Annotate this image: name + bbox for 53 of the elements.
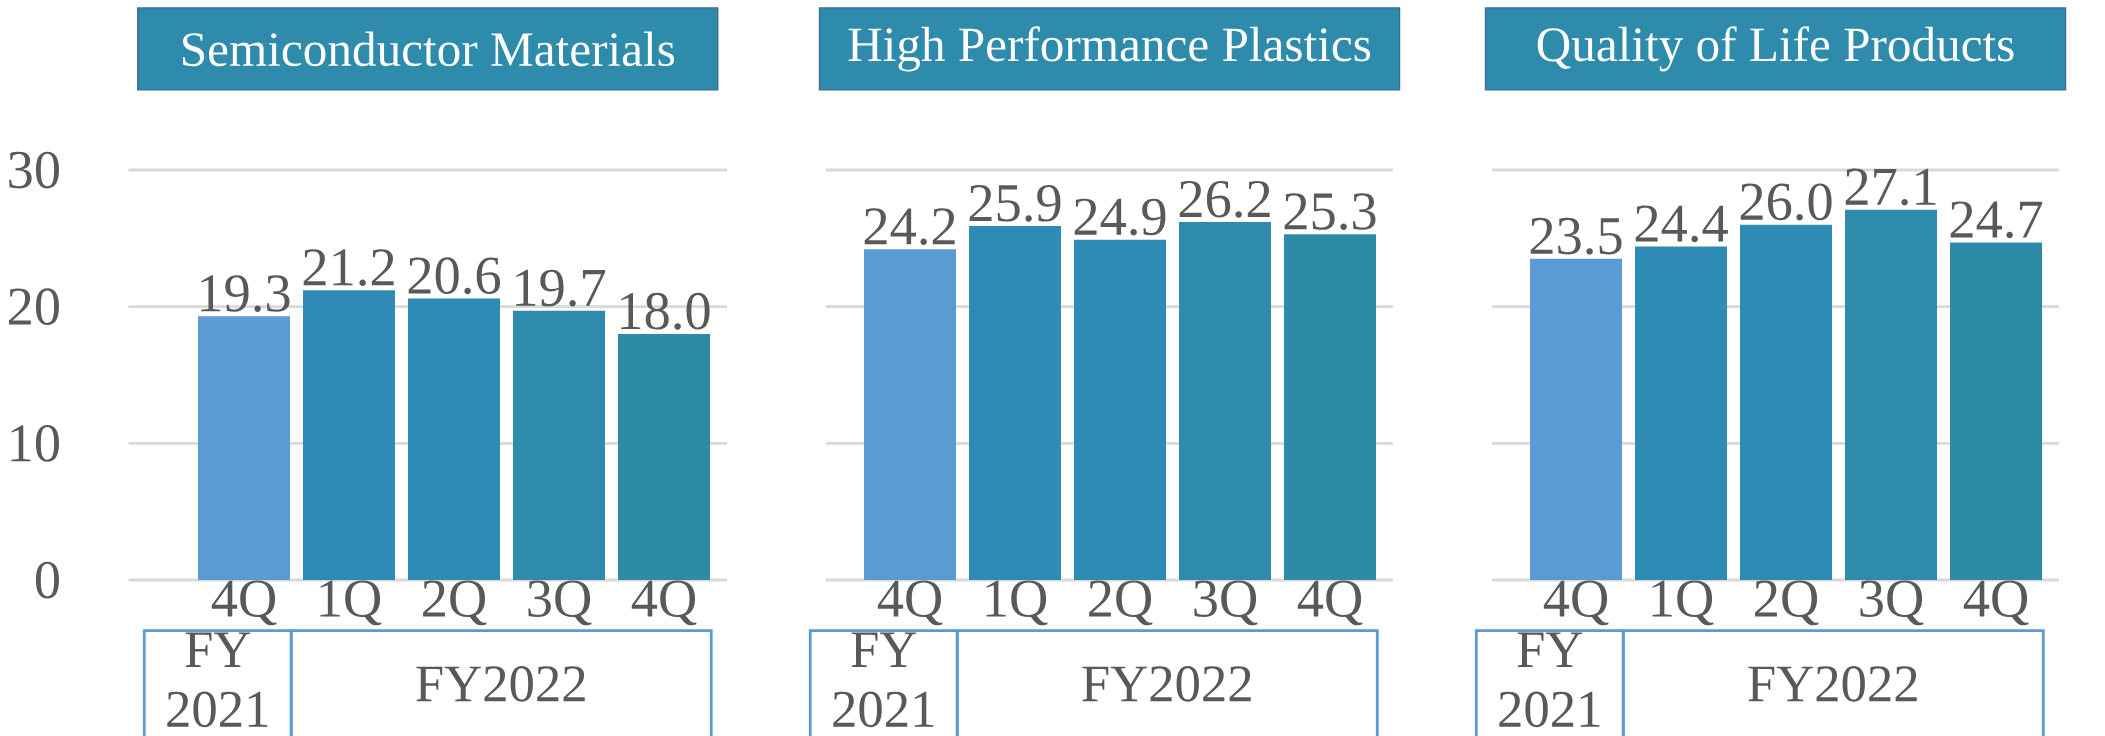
data-label: 25.3 <box>1284 193 1376 231</box>
data-label: 20.6 <box>408 257 501 295</box>
bar <box>303 290 396 580</box>
y-tick-label: 0 <box>35 561 59 599</box>
data-label: 19.3 <box>201 275 290 313</box>
data-label: 25.9 <box>969 184 1061 222</box>
y-tick-label: 10 <box>11 424 59 462</box>
chart-title: Quality of Life Products <box>1537 26 2014 72</box>
bar <box>618 333 711 580</box>
bar <box>1635 246 1728 580</box>
x-tick-label: 3Q <box>1860 580 1924 626</box>
x-tick-label: 2Q <box>1089 580 1153 626</box>
bar <box>198 316 290 580</box>
bar <box>1530 258 1623 580</box>
text: FY2022 <box>1748 666 1917 702</box>
x-tick-label: 4Q <box>877 580 943 626</box>
x-tick-label: 1Q <box>320 580 382 626</box>
x-tick-label: 2Q <box>1755 580 1819 626</box>
data-label: 24.2 <box>864 208 955 246</box>
chart-title: High Performance Plastics <box>848 26 1371 72</box>
bar <box>1950 242 2043 580</box>
x-tick-label: 4Q <box>1543 580 1609 626</box>
data-label: 24.7 <box>1950 201 2043 239</box>
x-tick-label: 3Q <box>528 580 592 626</box>
data-label: 27.1 <box>1845 168 1936 206</box>
data-label: 26.0 <box>1740 183 1832 221</box>
chart-title: Semiconductor Materials <box>183 31 675 67</box>
bar <box>1845 209 1938 580</box>
x-tick-label: 4Q <box>1963 580 2029 626</box>
x-tick-label: 4Q <box>631 580 697 626</box>
text: FY 2021 <box>1499 632 1600 728</box>
y-tick-label: 30 <box>9 151 59 189</box>
y-tick-label: 20 <box>8 288 59 326</box>
data-label: 24.4 <box>1635 205 1728 243</box>
text: FY2022 <box>1082 666 1251 702</box>
data-label: 26.2 <box>1179 180 1270 218</box>
x-tick-label: 4Q <box>211 580 277 626</box>
x-tick-label: 1Q <box>986 580 1048 626</box>
data-label: 21.2 <box>303 249 394 287</box>
bar <box>1740 224 1833 580</box>
data-label: 18.0 <box>621 292 710 330</box>
text: FY2022 <box>416 666 585 702</box>
text: FY 2021 <box>833 632 934 728</box>
x-tick-label: 3Q <box>1194 580 1258 626</box>
data-label: 23.5 <box>1530 217 1622 255</box>
bar <box>513 310 606 580</box>
x-tick-label: 4Q <box>1297 580 1363 626</box>
x-tick-label: 2Q <box>423 580 487 626</box>
data-label: 24.9 <box>1074 198 1166 236</box>
text: FY 2021 <box>167 632 268 728</box>
x-tick-label: 1Q <box>1652 580 1714 626</box>
bar <box>408 298 501 580</box>
data-label: 19.7 <box>516 269 606 307</box>
